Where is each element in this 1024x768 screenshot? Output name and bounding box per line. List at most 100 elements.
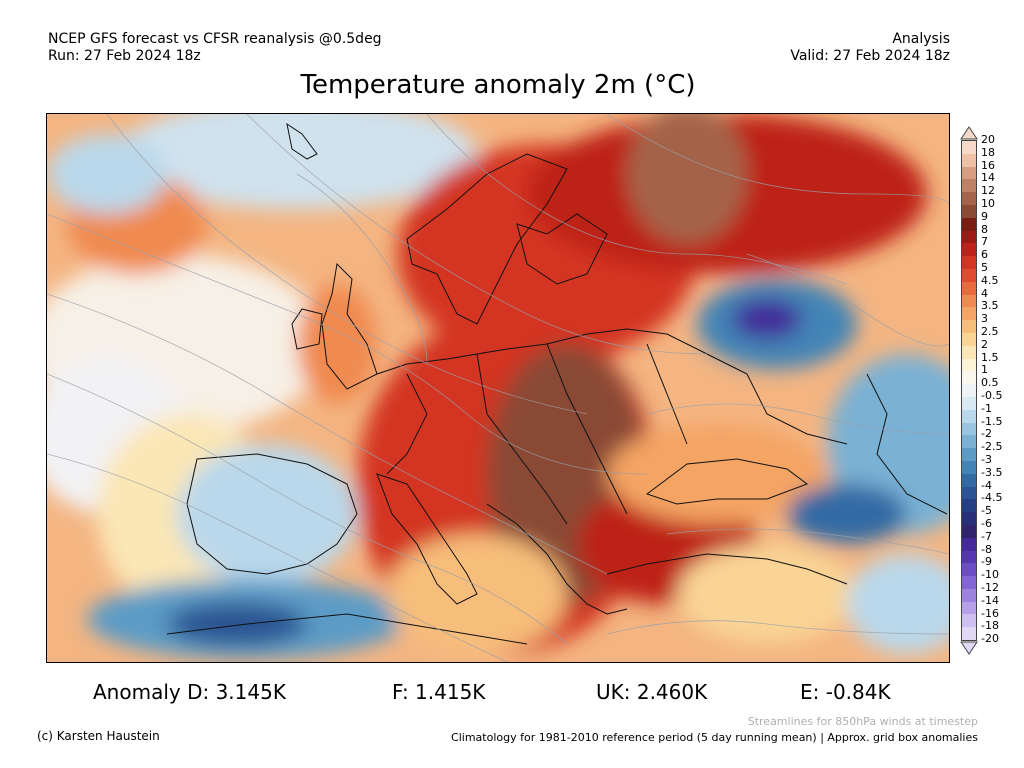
map-title: Temperature anomaly 2m (°C): [300, 70, 696, 100]
colorbar-label: 16: [981, 158, 995, 172]
colorbar-label: 18: [981, 145, 995, 159]
header-right: Analysis Valid: 27 Feb 2024 18z: [790, 31, 950, 65]
colorbar-swatch: [961, 294, 977, 308]
colorbar-label: -12: [981, 581, 999, 594]
colorbar-swatch: [961, 256, 977, 269]
colorbar-label: -0.5: [981, 389, 1003, 402]
climatology-note: Climatology for 1981-2010 reference peri…: [451, 731, 978, 744]
colorbar-label: 9: [981, 209, 988, 223]
colorbar-label: 0.5: [981, 376, 999, 390]
colorbar-label: -18: [981, 619, 999, 633]
colorbar-swatch: [961, 460, 977, 474]
colorbar-swatch: [961, 243, 977, 257]
colorbar-label: -9: [981, 555, 992, 569]
colorbar-label: 3.5: [981, 299, 999, 313]
colorbar-cells: [961, 140, 977, 642]
colorbar-swatch: [961, 588, 977, 602]
colorbar-swatch: [961, 396, 977, 410]
colorbar-label: 4.5: [981, 273, 999, 287]
colorbar-label: -5: [981, 504, 992, 518]
colorbar-label: -4: [981, 478, 992, 492]
colorbar-swatch: [961, 371, 977, 385]
colorbar-bottom-arrow: [960, 641, 978, 655]
colorbar-label: 1: [981, 363, 988, 377]
colorbar-swatch: [961, 537, 977, 551]
colorbar-label: 3: [981, 312, 988, 326]
colorbar-swatch: [961, 422, 977, 436]
colorbar-label: 14: [981, 171, 995, 185]
copyright: (c) Karsten Haustein: [37, 729, 160, 743]
colorbar-label: -2: [981, 427, 992, 441]
anomaly-field: [47, 114, 949, 662]
colorbar-label: 5: [981, 261, 988, 274]
colorbar-label: -2.5: [981, 440, 1003, 454]
colorbar-swatch: [961, 524, 977, 538]
streamline-note: Streamlines for 850hPa winds at timestep: [747, 715, 978, 728]
header-left: NCEP GFS forecast vs CFSR reanalysis @0.…: [48, 31, 382, 65]
colorbar-swatch: [961, 358, 977, 372]
colorbar-swatch: [961, 345, 977, 359]
anomaly-uk: UK: 2.460K: [596, 680, 708, 704]
valid-time: Valid: 27 Feb 2024 18z: [790, 48, 950, 64]
colorbar-label: -20: [981, 632, 999, 646]
colorbar-swatch: [961, 576, 977, 589]
colorbar-label: -3: [981, 453, 992, 466]
anomaly-germany: Anomaly D: 3.145K: [93, 680, 286, 704]
colorbar-swatch: [961, 486, 977, 500]
colorbar-label: -1: [981, 401, 992, 415]
colorbar-label: 1.5: [981, 350, 999, 364]
colorbar: 20 18 16 14 12 10 9 8 7 6 5 4.5 4 3.5 3 2.5 2 1.5 1 0.5 -0.5…: [960, 126, 1002, 655]
colorbar-label: -3.5: [981, 465, 1003, 479]
coastlines: [166, 122, 948, 645]
colorbar-swatch: [961, 384, 977, 397]
colorbar-swatch: [961, 192, 977, 205]
colorbar-swatch: [961, 281, 977, 295]
colorbar-label: 20: [981, 133, 995, 146]
colorbar-label: -1.5: [981, 414, 1003, 428]
colorbar-swatch: [961, 614, 977, 628]
colorbar-label: -4.5: [981, 491, 1003, 505]
colorbar-swatch: [961, 268, 977, 282]
run-time: Run: 27 Feb 2024 18z: [48, 48, 201, 64]
model-description: NCEP GFS forecast vs CFSR reanalysis @0.…: [48, 31, 382, 47]
colorbar-label: -8: [981, 542, 992, 556]
colorbar-swatch: [961, 307, 977, 321]
colorbar-swatch: [961, 550, 977, 564]
colorbar-swatch: [961, 166, 977, 180]
colorbar-swatch: [961, 435, 977, 449]
colorbar-top-arrow: [960, 126, 978, 140]
colorbar-label: 10: [981, 197, 995, 210]
analysis-label: Analysis: [892, 31, 950, 47]
colorbar-label: 8: [981, 222, 988, 236]
colorbar-label: -10: [981, 568, 999, 582]
colorbar-swatch: [961, 448, 977, 461]
colorbar-swatch: [961, 320, 977, 333]
colorbar-label: -14: [981, 593, 999, 607]
colorbar-swatch: [961, 204, 977, 218]
anomaly-france: F: 1.415K: [392, 680, 486, 704]
colorbar-swatch: [961, 153, 977, 167]
colorbar-label: 12: [981, 184, 995, 198]
anomaly-europe: E: -0.84K: [800, 680, 891, 704]
colorbar-swatch: [961, 332, 977, 346]
colorbar-label: 4: [981, 286, 988, 300]
colorbar-label: 2: [981, 337, 988, 351]
anomaly-map: [46, 113, 950, 663]
colorbar-swatch: [961, 499, 977, 513]
colorbar-label: -7: [981, 529, 992, 543]
colorbar-swatch: [961, 140, 977, 154]
colorbar-label: 7: [981, 235, 988, 249]
colorbar-label: 2.5: [981, 325, 999, 338]
colorbar-swatch: [961, 563, 977, 577]
colorbar-swatch: [961, 512, 977, 525]
colorbar-swatch: [961, 473, 977, 487]
colorbar-label: 6: [981, 248, 988, 262]
colorbar-label: -16: [981, 606, 999, 620]
streamlines: [47, 114, 949, 662]
colorbar-swatch: [961, 627, 977, 642]
colorbar-swatch: [961, 601, 977, 615]
colorbar-swatch: [961, 409, 977, 423]
colorbar-swatch: [961, 230, 977, 244]
colorbar-swatch: [961, 179, 977, 193]
colorbar-label: -6: [981, 517, 992, 530]
